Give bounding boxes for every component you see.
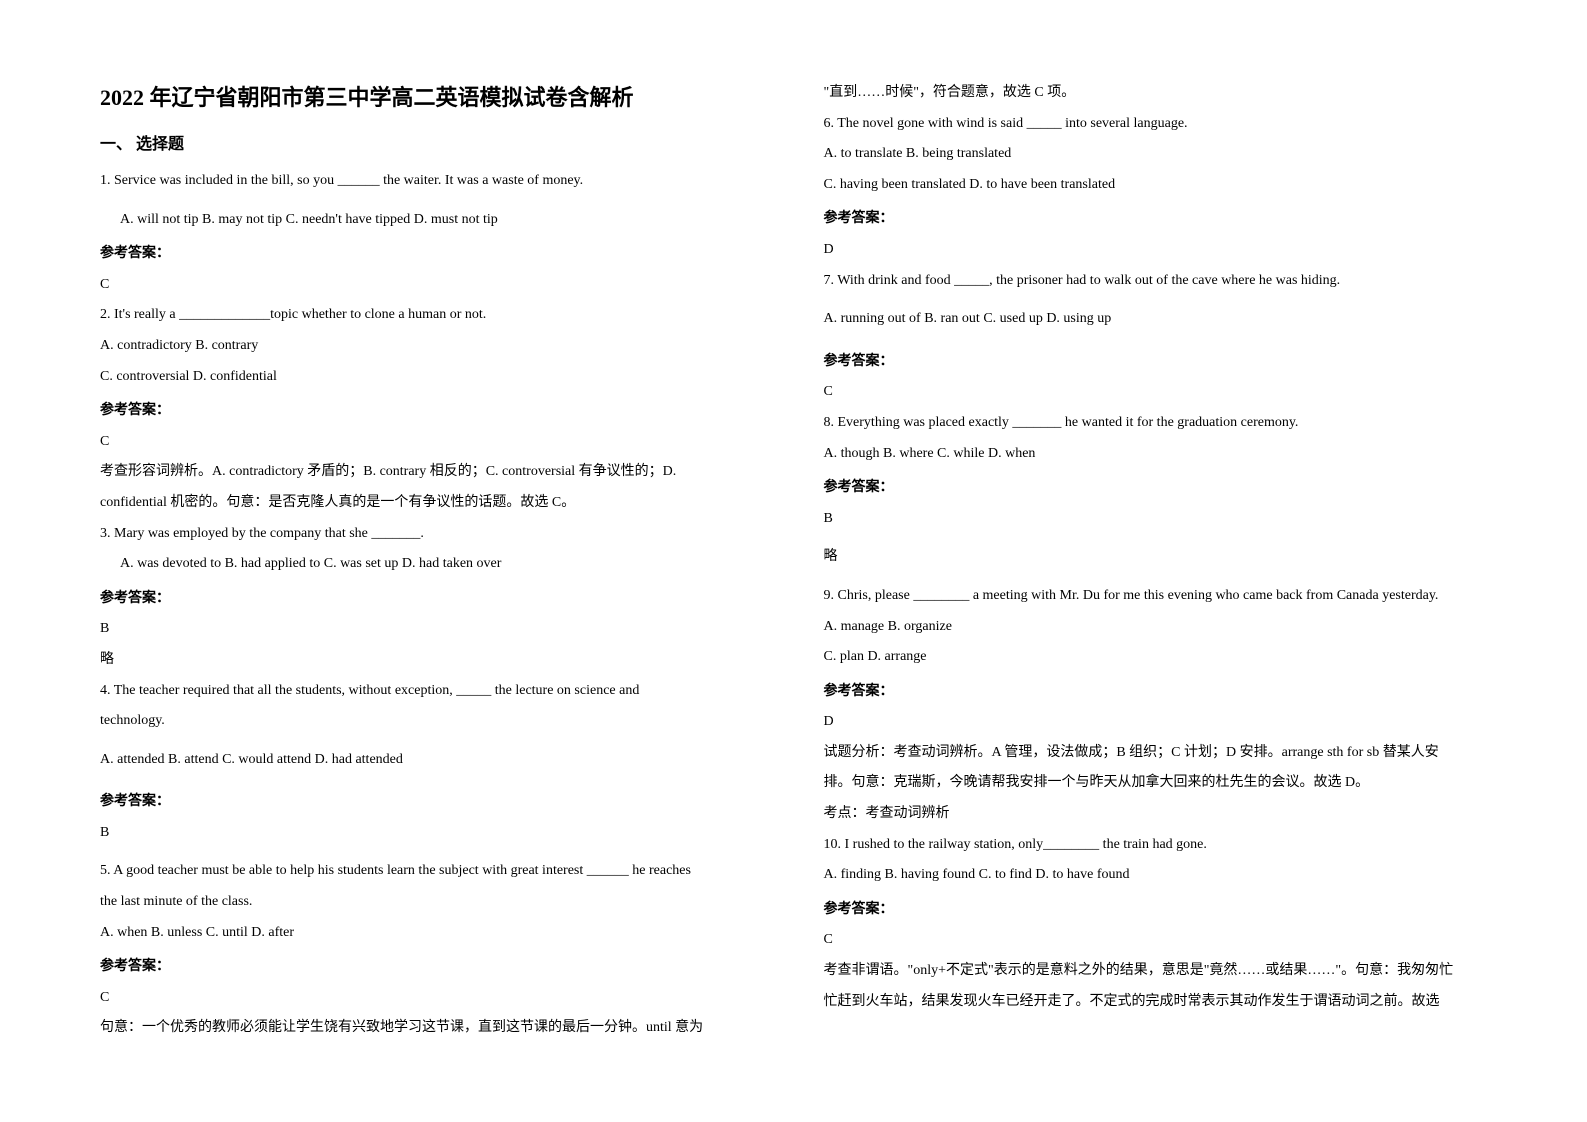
q5-text1: 5. A good teacher must be able to help h… [100, 858, 764, 885]
q6-options-1: A. to translate B. being translated [824, 141, 1488, 168]
q1-answer: C [100, 272, 764, 299]
q5-options: A. when B. unless C. until D. after [100, 920, 764, 947]
q6-text: 6. The novel gone with wind is said ____… [824, 111, 1488, 138]
q1-answer-label: 参考答案： [100, 241, 764, 268]
right-column: "直到……时候"，符合题意，故选 C 项。 6. The novel gone … [824, 80, 1488, 1046]
section-header: 一、 选择题 [100, 130, 764, 154]
q9-text: 9. Chris, please ________ a meeting with… [824, 583, 1488, 610]
q1-options: A. will not tip B. may not tip C. needn'… [100, 207, 764, 234]
q3-options: A. was devoted to B. had applied to C. w… [100, 551, 764, 578]
q3-text: 3. Mary was employed by the company that… [100, 521, 764, 548]
q7-text: 7. With drink and food _____, the prison… [824, 268, 1488, 295]
q8-answer-label: 参考答案： [824, 475, 1488, 502]
q10-text: 10. I rushed to the railway station, onl… [824, 832, 1488, 859]
q2-answer: C [100, 429, 764, 456]
left-column: 2022 年辽宁省朝阳市第三中学高二英语模拟试卷含解析 一、 选择题 1. Se… [100, 80, 764, 1046]
q5-answer: C [100, 985, 764, 1012]
q9-exp3: 考点：考查动词辨析 [824, 801, 1488, 828]
q9-options-2: C. plan D. arrange [824, 644, 1488, 671]
q9-exp2: 排。句意：克瑞斯，今晚请帮我安排一个与昨天从加拿大回来的杜先生的会议。故选 D。 [824, 770, 1488, 797]
q5-cont: "直到……时候"，符合题意，故选 C 项。 [824, 80, 1488, 107]
q5-answer-label: 参考答案： [100, 954, 764, 981]
q9-exp1: 试题分析：考查动词辨析。A 管理，设法做成；B 组织；C 计划；D 安排。arr… [824, 740, 1488, 767]
q6-options-2: C. having been translated D. to have bee… [824, 172, 1488, 199]
q5-exp: 句意：一个优秀的教师必须能让学生饶有兴致地学习这节课，直到这节课的最后一分钟。u… [100, 1015, 764, 1042]
q9-answer-label: 参考答案： [824, 679, 1488, 706]
q8-exp: 略 [824, 544, 1488, 571]
q2-exp2: confidential 机密的。句意：是否克隆人真的是一个有争议性的话题。故选… [100, 490, 764, 517]
q4-options: A. attended B. attend C. would attend D.… [100, 747, 764, 774]
q2-answer-label: 参考答案： [100, 398, 764, 425]
q9-answer: D [824, 709, 1488, 736]
q4-answer: B [100, 820, 764, 847]
q10-exp1: 考查非谓语。"only+不定式"表示的是意料之外的结果，意思是"竟然……或结果…… [824, 958, 1488, 985]
q4-answer-label: 参考答案： [100, 789, 764, 816]
q7-options: A. running out of B. ran out C. used up … [824, 306, 1488, 333]
q6-answer-label: 参考答案： [824, 206, 1488, 233]
page-container: 2022 年辽宁省朝阳市第三中学高二英语模拟试卷含解析 一、 选择题 1. Se… [100, 80, 1487, 1046]
q5-text2: the last minute of the class. [100, 889, 764, 916]
q4-text1: 4. The teacher required that all the stu… [100, 678, 764, 705]
q10-answer-label: 参考答案： [824, 897, 1488, 924]
q7-answer-label: 参考答案： [824, 349, 1488, 376]
q4-text2: technology. [100, 708, 764, 735]
q3-answer-label: 参考答案： [100, 586, 764, 613]
q8-options: A. though B. where C. while D. when [824, 441, 1488, 468]
exam-title: 2022 年辽宁省朝阳市第三中学高二英语模拟试卷含解析 [100, 80, 764, 112]
q2-exp1: 考查形容词辨析。A. contradictory 矛盾的；B. contrary… [100, 459, 764, 486]
q10-answer: C [824, 927, 1488, 954]
q2-text: 2. It's really a _____________topic whet… [100, 302, 764, 329]
q9-options-1: A. manage B. organize [824, 614, 1488, 641]
q6-answer: D [824, 237, 1488, 264]
q7-answer: C [824, 379, 1488, 406]
q10-options: A. finding B. having found C. to find D.… [824, 862, 1488, 889]
q3-answer: B [100, 616, 764, 643]
q2-options-2: C. controversial D. confidential [100, 364, 764, 391]
q2-options-1: A. contradictory B. contrary [100, 333, 764, 360]
q8-text: 8. Everything was placed exactly _______… [824, 410, 1488, 437]
q8-answer: B [824, 506, 1488, 533]
q3-exp: 略 [100, 647, 764, 674]
q10-exp2: 忙赶到火车站，结果发现火车已经开走了。不定式的完成时常表示其动作发生于谓语动词之… [824, 989, 1488, 1016]
q1-text: 1. Service was included in the bill, so … [100, 168, 764, 195]
